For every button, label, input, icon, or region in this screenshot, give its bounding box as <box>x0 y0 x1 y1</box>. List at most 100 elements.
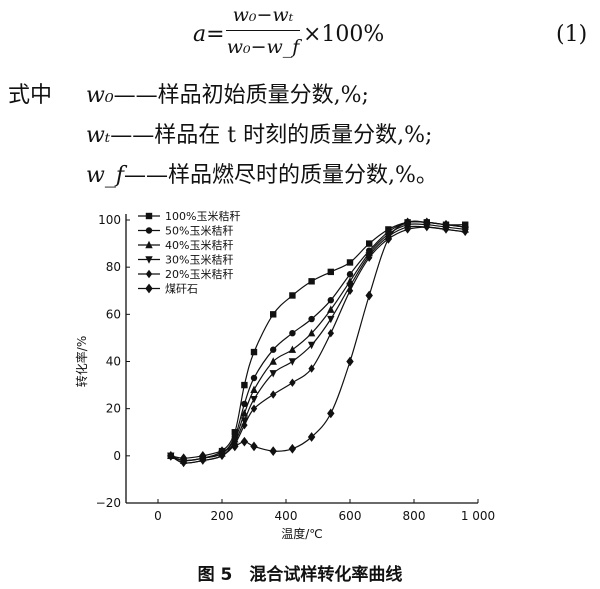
formula-rhs: ×100% <box>303 22 385 47</box>
data-point <box>365 290 373 301</box>
y-axis-label: 转化率/% <box>74 336 89 387</box>
x-tick-label: 1 000 <box>461 509 495 523</box>
data-point <box>250 348 258 356</box>
definition-w0: w₀——样品初始质量分数,%; <box>86 78 369 114</box>
x-tick-label: 600 <box>339 509 362 523</box>
x-axis-label: 温度/℃ <box>281 526 323 541</box>
data-point <box>269 357 277 365</box>
data-point <box>289 378 296 387</box>
y-tick-label: −20 <box>96 496 121 510</box>
data-point <box>241 420 248 430</box>
definition-text: ——样品在 t 时刻的质量分数,%; <box>110 123 433 148</box>
y-tick-label: 0 <box>113 449 121 463</box>
equation-number: (1) <box>556 22 588 47</box>
data-point <box>423 217 431 228</box>
data-point <box>199 450 207 461</box>
conversion-rate-chart: 0 200 400 600 800 1 000 −20 0 20 40 60 80 100 温度/℃ 转化率… <box>74 210 495 541</box>
data-point <box>288 443 297 454</box>
data-point <box>403 217 412 228</box>
x-tick-label: 400 <box>275 509 298 523</box>
data-point <box>241 381 248 389</box>
data-point <box>250 404 258 413</box>
data-point <box>250 441 258 452</box>
data-point <box>250 385 258 393</box>
data-point <box>167 450 175 461</box>
data-point <box>308 364 315 373</box>
data-point <box>240 417 249 425</box>
data-point <box>145 256 153 264</box>
data-point <box>327 329 334 338</box>
x-tick-label: 200 <box>211 509 234 523</box>
formula-lhs: a= <box>193 22 225 47</box>
legend-label: 30%玉米秸秆 <box>165 254 233 267</box>
legend-label: 煤矸石 <box>165 283 198 296</box>
definition-symbol: w₀ <box>86 83 114 108</box>
data-point <box>327 268 334 276</box>
legend-label: 40%玉米秸秆 <box>165 239 233 252</box>
data-point <box>288 345 297 353</box>
data-point <box>308 278 315 285</box>
data-point <box>269 370 277 378</box>
data-point <box>366 240 373 247</box>
legend-label: 50%玉米秸秆 <box>165 225 233 238</box>
formula-denominator: w₀−w_f <box>226 36 300 58</box>
y-tick-label: 20 <box>106 402 121 416</box>
data-point <box>218 446 226 456</box>
formula-block: a= w₀−wₜ w₀−w_f ×100% (1) <box>0 0 600 75</box>
definition-text: ——样品燃尽时的质量分数,%。 <box>123 163 438 188</box>
data-point <box>327 305 335 313</box>
data-point <box>145 227 153 234</box>
data-point <box>404 225 411 234</box>
x-tick-label: 800 <box>403 509 426 523</box>
data-point <box>240 436 249 447</box>
data-point <box>289 292 296 299</box>
definition-symbol: w_f <box>86 163 124 188</box>
x-tick-label: 0 <box>154 509 162 523</box>
y-tick-label: 60 <box>106 307 121 321</box>
data-point <box>145 283 153 294</box>
data-point <box>346 286 354 295</box>
symbol-definitions: 式中 w₀——样品初始质量分数,%; wₜ——样品在 t 时刻的质量分数,%; … <box>0 78 600 198</box>
data-point <box>442 219 450 230</box>
definition-wf: w_f——样品燃尽时的质量分数,%。 <box>86 158 438 194</box>
data-point <box>384 234 393 244</box>
data-point <box>270 346 277 353</box>
data-point <box>327 296 334 304</box>
data-point <box>307 432 316 442</box>
data-point <box>346 259 354 266</box>
data-point <box>231 441 239 452</box>
data-point <box>307 329 316 337</box>
data-point <box>241 400 248 408</box>
definition-text: ——样品初始质量分数,%; <box>113 83 369 108</box>
data-point <box>288 358 297 366</box>
data-point <box>307 341 316 350</box>
data-point <box>289 330 296 337</box>
data-point <box>179 453 188 464</box>
data-point <box>269 446 277 456</box>
data-point <box>346 282 354 291</box>
data-point <box>327 408 335 419</box>
definition-wt: wₜ——样品在 t 时刻的质量分数,%; <box>86 118 432 154</box>
data-point <box>145 240 153 249</box>
data-point <box>145 269 153 279</box>
data-point <box>270 311 277 318</box>
data-point <box>346 356 354 367</box>
y-tick-label: 40 <box>106 355 121 369</box>
data-point <box>250 374 258 382</box>
data-point <box>366 253 373 262</box>
formula-numerator: w₀−wₜ <box>232 4 294 26</box>
data-point <box>250 396 258 404</box>
data-point <box>231 429 238 436</box>
data-point <box>308 315 315 323</box>
data-point <box>327 315 335 324</box>
legend-label: 20%玉米秸秆 <box>165 268 233 281</box>
data-point <box>346 271 354 278</box>
definitions-intro: 式中 <box>8 83 53 108</box>
data-point <box>461 222 469 232</box>
fraction-bar <box>226 30 300 31</box>
figure-caption: 图 5 混合试样转化率曲线 <box>197 565 403 585</box>
y-tick-label: 80 <box>106 260 121 274</box>
data-point <box>145 212 153 220</box>
conversion-chart: 0 200 400 600 800 1 000 −20 0 20 40 60 80 100 温度/℃ 转化率… <box>0 198 600 558</box>
formula-fraction: w₀−wₜ w₀−w_f <box>226 2 300 60</box>
